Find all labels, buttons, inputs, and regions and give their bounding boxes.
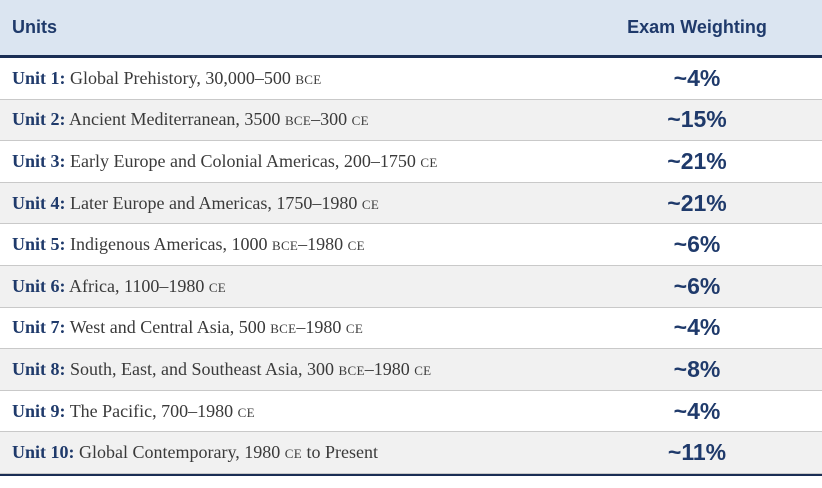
era-abbrev: CE (420, 154, 438, 170)
unit-title-cont: –1980 (296, 317, 346, 338)
table-row: Unit 5: Indigenous Americas, 1000 BCE–19… (0, 224, 822, 266)
weighting-value: ~15% (667, 106, 727, 133)
era-abbrev: CE (237, 404, 255, 420)
unit-title: The Pacific, 700–1980 (69, 400, 238, 421)
exam-weighting-column-header: Exam Weighting (627, 17, 767, 37)
era-abbrev: CE (347, 238, 365, 254)
unit-title: Early Europe and Colonial Americas, 200–… (70, 150, 421, 171)
table-bottom-rule (0, 473, 822, 476)
era-abbrev: CE (414, 362, 432, 378)
unit-title-cont: –1980 (298, 234, 348, 255)
unit-title-tail: to Present (302, 442, 379, 463)
era-abbrev: BCE (284, 113, 312, 129)
unit-cell: Unit 1: Global Prehistory, 30,000–500 BC… (0, 68, 572, 89)
table-row: Unit 10: Global Contemporary, 1980 CE to… (0, 432, 822, 474)
weighting-value: ~6% (673, 231, 721, 258)
table-row: Unit 3: Early Europe and Colonial Americ… (0, 141, 822, 183)
unit-title: Indigenous Americas, 1000 (70, 234, 272, 255)
unit-cell: Unit 8: South, East, and Southeast Asia,… (0, 359, 572, 380)
era-abbrev: CE (361, 196, 380, 212)
weighting-value: ~4% (673, 64, 721, 91)
unit-number: Unit 8: (12, 358, 66, 379)
table-header: Units Exam Weighting (0, 0, 822, 58)
unit-number: Unit 9: (12, 400, 66, 421)
unit-title-cont: –300 (311, 109, 352, 130)
table-row: Unit 4: Later Europe and Americas, 1750–… (0, 182, 822, 225)
weighting-value: ~21% (667, 189, 727, 216)
exam-weighting-table: Units Exam Weighting Unit 1: Global Preh… (0, 0, 822, 476)
unit-number: Unit 7: (12, 317, 66, 338)
unit-number: Unit 4: (12, 192, 66, 213)
unit-cell: Unit 9: The Pacific, 700–1980 CE (0, 401, 572, 422)
weighting-value: ~21% (667, 147, 727, 174)
era-abbrev: CE (284, 446, 303, 462)
unit-number: Unit 1: (12, 67, 66, 88)
table-row: Unit 6: Africa, 1100–1980 CE ~6% (0, 265, 822, 308)
unit-cell: Unit 3: Early Europe and Colonial Americ… (0, 151, 572, 172)
weighting-value: ~4% (673, 397, 721, 424)
unit-number: Unit 3: (12, 150, 66, 171)
unit-cell: Unit 7: West and Central Asia, 500 BCE–1… (0, 317, 572, 338)
units-column-header: Units (12, 17, 57, 37)
table-row: Unit 7: West and Central Asia, 500 BCE–1… (0, 307, 822, 350)
era-abbrev: BCE (270, 321, 297, 337)
unit-title: Ancient Mediterranean, 3500 (69, 109, 285, 130)
unit-title: Africa, 1100–1980 (69, 275, 209, 296)
unit-cell: Unit 2: Ancient Mediterranean, 3500 BCE–… (0, 109, 572, 130)
unit-title-cont: –1980 (364, 358, 415, 379)
table-row: Unit 2: Ancient Mediterranean, 3500 BCE–… (0, 99, 822, 142)
era-abbrev: BCE (271, 238, 299, 254)
weighting-value: ~11% (667, 439, 727, 466)
unit-title: Global Contemporary, 1980 (79, 442, 285, 463)
unit-title: West and Central Asia, 500 (69, 317, 271, 338)
unit-cell: Unit 5: Indigenous Americas, 1000 BCE–19… (0, 234, 572, 255)
unit-number: Unit 5: (12, 234, 66, 255)
era-abbrev: BCE (338, 362, 365, 378)
era-abbrev: CE (208, 279, 227, 295)
table-body: Unit 1: Global Prehistory, 30,000–500 BC… (0, 58, 822, 474)
unit-title: South, East, and Southeast Asia, 300 (70, 358, 339, 379)
unit-cell: Unit 10: Global Contemporary, 1980 CE to… (0, 442, 572, 463)
unit-cell: Unit 6: Africa, 1100–1980 CE (0, 276, 572, 297)
weighting-value: ~4% (673, 314, 721, 341)
era-abbrev: BCE (295, 71, 322, 87)
unit-number: Unit 6: (12, 275, 66, 296)
weighting-value: ~6% (673, 272, 721, 299)
weighting-value: ~8% (673, 355, 721, 382)
era-abbrev: CE (345, 321, 364, 337)
unit-cell: Unit 4: Later Europe and Americas, 1750–… (0, 193, 572, 214)
era-abbrev: CE (351, 113, 369, 129)
table-row: Unit 9: The Pacific, 700–1980 CE ~4% (0, 390, 822, 433)
table-row: Unit 8: South, East, and Southeast Asia,… (0, 349, 822, 391)
unit-number: Unit 10: (12, 442, 75, 463)
unit-title: Later Europe and Americas, 1750–1980 (70, 192, 362, 213)
unit-number: Unit 2: (12, 109, 66, 130)
unit-title: Global Prehistory, 30,000–500 (70, 67, 296, 88)
table-row: Unit 1: Global Prehistory, 30,000–500 BC… (0, 58, 822, 100)
